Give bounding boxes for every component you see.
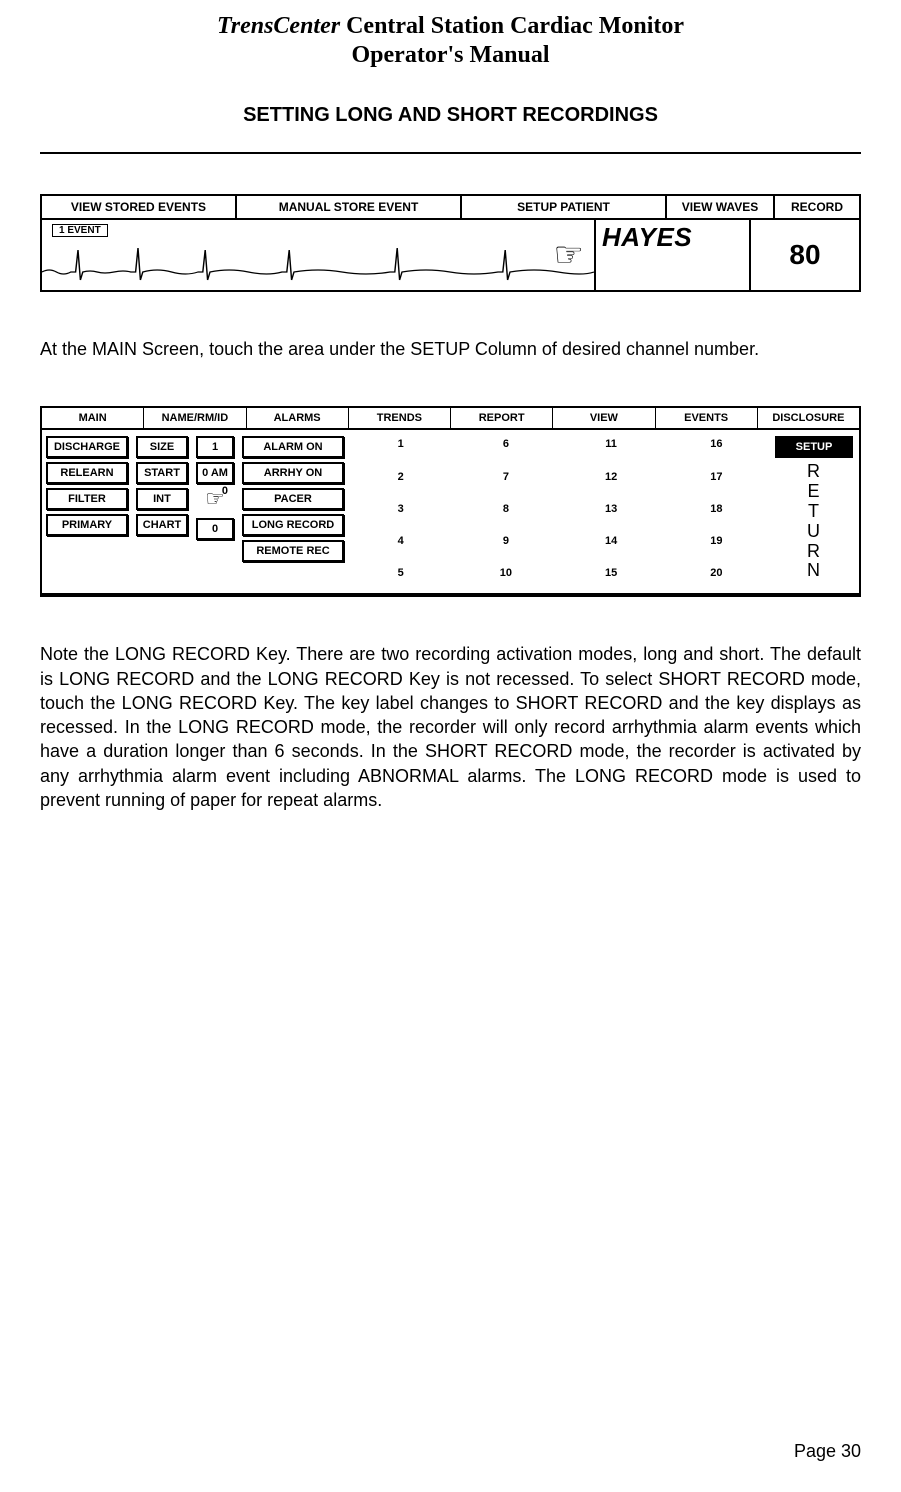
channel-17[interactable]: 17 bbox=[664, 471, 769, 483]
tab-report[interactable]: REPORT bbox=[451, 408, 553, 428]
channel-7[interactable]: 7 bbox=[453, 471, 558, 483]
channel-3[interactable]: 3 bbox=[348, 503, 453, 515]
return-button[interactable]: RETURN bbox=[775, 462, 853, 581]
doc-title: TrensCenter Central Station Cardiac Moni… bbox=[40, 10, 861, 42]
channel-9[interactable]: 9 bbox=[453, 535, 558, 547]
tab-record[interactable]: RECORD bbox=[775, 196, 859, 218]
tab-view[interactable]: VIEW bbox=[553, 408, 655, 428]
fig2-tab-row: MAIN NAME/RM/ID ALARMS TRENDS REPORT VIE… bbox=[42, 408, 859, 430]
figure-main-screen: VIEW STORED EVENTS MANUAL STORE EVENT SE… bbox=[40, 194, 861, 292]
tab-main[interactable]: MAIN bbox=[42, 408, 144, 428]
ecg-waveform-area[interactable]: 1 EVENT ☞ bbox=[42, 220, 596, 290]
tab-view-waves[interactable]: VIEW WAVES bbox=[667, 196, 775, 218]
col-actions-2: SIZE START INT CHART bbox=[132, 430, 192, 587]
doc-brand: TrensCenter bbox=[217, 13, 340, 39]
arrhy-on-button[interactable]: ARRHY ON bbox=[242, 462, 344, 484]
patient-name-cell[interactable]: HAYES bbox=[596, 220, 751, 290]
channel-1[interactable]: 1 bbox=[348, 438, 453, 450]
tab-name-rm-id[interactable]: NAME/RM/ID bbox=[144, 408, 246, 428]
doc-title-rest: Central Station Cardiac Monitor bbox=[340, 13, 684, 39]
channel-col-2: 6 7 8 9 10 bbox=[453, 430, 558, 587]
pointing-hand-icon: ☞ bbox=[554, 238, 584, 272]
start-button[interactable]: START bbox=[136, 462, 188, 484]
tab-disclosure[interactable]: DISCLOSURE bbox=[758, 408, 859, 428]
primary-button[interactable]: PRIMARY bbox=[46, 514, 128, 536]
alarm-on-button[interactable]: ALARM ON bbox=[242, 436, 344, 458]
tab-setup-patient[interactable]: SETUP PATIENT bbox=[462, 196, 667, 218]
section-heading: SETTING LONG AND SHORT RECORDINGS bbox=[40, 104, 861, 127]
channel-2[interactable]: 2 bbox=[348, 471, 453, 483]
ecg-waveform-svg bbox=[42, 220, 594, 290]
channel-19[interactable]: 19 bbox=[664, 535, 769, 547]
heart-rate-cell: 80 bbox=[751, 220, 859, 290]
channel-col-3: 11 12 13 14 15 bbox=[559, 430, 664, 587]
channel-4[interactable]: 4 bbox=[348, 535, 453, 547]
channel-16[interactable]: 16 bbox=[664, 438, 769, 450]
channel-12[interactable]: 12 bbox=[559, 471, 664, 483]
ecg-path bbox=[42, 248, 594, 280]
relearn-button[interactable]: RELEARN bbox=[46, 462, 128, 484]
page-number: Page 30 bbox=[794, 1441, 861, 1462]
channel-5[interactable]: 5 bbox=[348, 567, 453, 579]
tab-trends[interactable]: TRENDS bbox=[349, 408, 451, 428]
section-rule bbox=[40, 152, 861, 154]
long-record-button[interactable]: LONG RECORD bbox=[242, 514, 344, 536]
channel-8[interactable]: 8 bbox=[453, 503, 558, 515]
fig1-tab-row: VIEW STORED EVENTS MANUAL STORE EVENT SE… bbox=[42, 196, 859, 220]
discharge-button[interactable]: DISCHARGE bbox=[46, 436, 128, 458]
pacer-button[interactable]: PACER bbox=[242, 488, 344, 510]
col-actions-1: DISCHARGE RELEARN FILTER PRIMARY bbox=[42, 430, 132, 587]
tab-events[interactable]: EVENTS bbox=[656, 408, 758, 428]
channel-11[interactable]: 11 bbox=[559, 438, 664, 450]
pointing-hand-icon: ☞0 bbox=[196, 488, 234, 514]
tab-alarms[interactable]: ALARMS bbox=[247, 408, 349, 428]
size-button[interactable]: SIZE bbox=[136, 436, 188, 458]
col-setup-return: SETUP RETURN bbox=[769, 430, 859, 587]
remote-rec-button[interactable]: REMOTE REC bbox=[242, 540, 344, 562]
value-0[interactable]: 0 bbox=[196, 518, 234, 540]
channel-18[interactable]: 18 bbox=[664, 503, 769, 515]
paragraph-2: Note the LONG RECORD Key. There are two … bbox=[40, 642, 861, 812]
int-button[interactable]: INT bbox=[136, 488, 188, 510]
channel-15[interactable]: 15 bbox=[559, 567, 664, 579]
figure-setup-screen: MAIN NAME/RM/ID ALARMS TRENDS REPORT VIE… bbox=[40, 406, 861, 597]
tab-view-stored-events[interactable]: VIEW STORED EVENTS bbox=[42, 196, 237, 218]
channel-13[interactable]: 13 bbox=[559, 503, 664, 515]
setup-button[interactable]: SETUP bbox=[775, 436, 853, 458]
value-0am[interactable]: 0 AM bbox=[196, 462, 234, 484]
doc-subtitle: Operator's Manual bbox=[40, 42, 861, 69]
channel-20[interactable]: 20 bbox=[664, 567, 769, 579]
channel-14[interactable]: 14 bbox=[559, 535, 664, 547]
col-values: 1 0 AM ☞0 0 bbox=[192, 430, 238, 587]
value-1[interactable]: 1 bbox=[196, 436, 234, 458]
filter-button[interactable]: FILTER bbox=[46, 488, 128, 510]
channel-10[interactable]: 10 bbox=[453, 567, 558, 579]
channel-col-4: 16 17 18 19 20 bbox=[664, 430, 769, 587]
tab-manual-store-event[interactable]: MANUAL STORE EVENT bbox=[237, 196, 462, 218]
paragraph-1: At the MAIN Screen, touch the area under… bbox=[40, 337, 861, 361]
channel-col-1: 1 2 3 4 5 bbox=[348, 430, 453, 587]
channel-6[interactable]: 6 bbox=[453, 438, 558, 450]
col-record-modes: ALARM ON ARRHY ON PACER LONG RECORD REMO… bbox=[238, 430, 348, 587]
chart-button[interactable]: CHART bbox=[136, 514, 188, 536]
